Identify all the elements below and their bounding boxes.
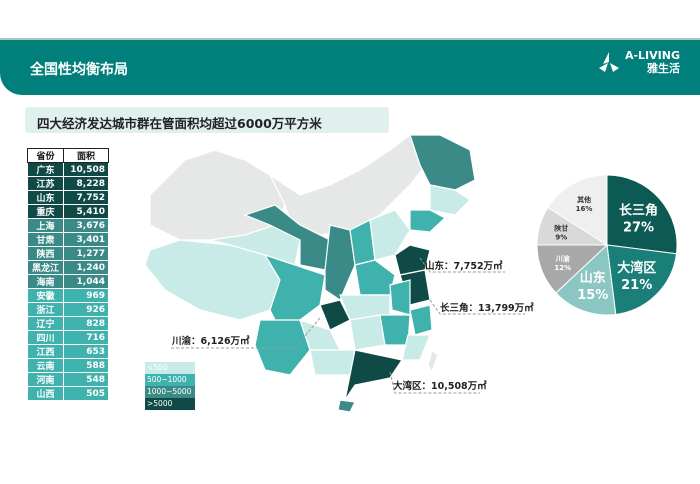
table-row: 河南 548 bbox=[27, 372, 109, 387]
map-region-jiangxi bbox=[379, 314, 411, 346]
pie-value-label: 9% bbox=[555, 233, 567, 241]
area-cell: 8,228 bbox=[63, 176, 109, 191]
pie-slice bbox=[606, 244, 678, 316]
map-region-jilin bbox=[429, 184, 471, 216]
map-region-zhejiang bbox=[409, 304, 433, 336]
section-subtitle: 四大经济发达城市群在管面积均超过6000万平方米 bbox=[25, 107, 389, 133]
label-yangtze-delta: 长三角：13,799万㎡ bbox=[440, 303, 534, 314]
legend-item: 1000~5000 bbox=[145, 386, 195, 398]
top-divider bbox=[0, 38, 700, 40]
pie-category-label: 长三角 bbox=[619, 203, 658, 219]
area-cell: 7,752 bbox=[63, 190, 109, 205]
province-cell: 甘肃 bbox=[27, 232, 64, 247]
label-greater-bay-area: 大湾区：10,508万㎡ bbox=[393, 381, 487, 392]
legend-item: <500 bbox=[145, 362, 195, 374]
map-region-fujian bbox=[401, 334, 431, 361]
area-cell: 505 bbox=[63, 386, 109, 401]
area-cell: 5,410 bbox=[63, 204, 109, 219]
province-cell: 辽宁 bbox=[27, 316, 64, 331]
table-row: 山东 7,752 bbox=[27, 190, 109, 205]
header-bar: 全国性均衡布局 A-LIVING 雅生活 bbox=[0, 40, 700, 95]
table-row: 上海 3,676 bbox=[27, 218, 109, 233]
pie-category-label: 山东 bbox=[580, 270, 606, 286]
map-region-henan bbox=[354, 259, 396, 296]
map-region-hainan bbox=[337, 399, 356, 413]
label-chuanyu: 川渝：6,126万㎡ bbox=[172, 336, 250, 347]
page-title: 全国性均衡布局 bbox=[30, 62, 128, 78]
leaf-logo-icon bbox=[598, 52, 619, 72]
map-region-anhui bbox=[389, 279, 411, 316]
province-area-table: 省份 面积 广东 10,508 江苏 8,228 山东 7,752 重庆 5,410 上海 3,67… bbox=[27, 148, 109, 401]
map-region-taiwan bbox=[427, 348, 439, 374]
legend-item: 500~1000 bbox=[145, 374, 195, 386]
table-row: 黑龙江 1,240 bbox=[27, 260, 109, 275]
pie-slice bbox=[547, 174, 608, 246]
map-region-guangdong bbox=[344, 349, 403, 401]
map-region-qinghai bbox=[209, 224, 301, 266]
logo-cn: 雅生活 bbox=[647, 62, 680, 75]
pie-value-label: 21% bbox=[621, 278, 652, 293]
pie-value-label: 12% bbox=[554, 264, 571, 272]
map-region-liaoning bbox=[409, 209, 447, 233]
logo: A-LIVING 雅生活 bbox=[597, 49, 680, 75]
table-row: 重庆 5,410 bbox=[27, 204, 109, 219]
area-cell: 3,676 bbox=[63, 218, 109, 233]
map-region-hebei bbox=[369, 209, 411, 261]
area-cell: 10,508 bbox=[63, 162, 109, 177]
legend-item: >5000 bbox=[145, 398, 195, 410]
province-cell: 山东 bbox=[27, 190, 64, 205]
pie-category-label: 大湾区 bbox=[617, 260, 656, 276]
area-cell: 548 bbox=[63, 372, 109, 387]
province-cell: 上海 bbox=[27, 218, 64, 233]
table-row: 云南 588 bbox=[27, 358, 109, 373]
table-row: 陕西 1,277 bbox=[27, 246, 109, 261]
table-row: 山西 505 bbox=[27, 386, 109, 401]
table-row: 海南 1,044 bbox=[27, 274, 109, 289]
area-cell: 588 bbox=[63, 358, 109, 373]
pie-value-label: 16% bbox=[576, 205, 593, 213]
province-cell: 安徽 bbox=[27, 288, 64, 303]
pie-slice bbox=[606, 174, 678, 255]
pie-value-label: 15% bbox=[577, 288, 608, 303]
pie-category-label: 川渝 bbox=[555, 254, 570, 263]
label-shandong: 山东：7,752万㎡ bbox=[425, 261, 503, 272]
table-row: 甘肃 3,401 bbox=[27, 232, 109, 247]
province-cell: 山西 bbox=[27, 386, 64, 401]
area-cell: 1,277 bbox=[63, 246, 109, 261]
map-region-northwest bbox=[149, 149, 286, 241]
table-row: 广东 10,508 bbox=[27, 162, 109, 177]
logo-en: A-LIVING bbox=[624, 49, 680, 62]
pie-category-label: 陕甘 bbox=[554, 223, 568, 232]
map-region-guangxi bbox=[309, 349, 356, 376]
province-cell: 四川 bbox=[27, 330, 64, 345]
map-region-heilongjiang bbox=[409, 134, 476, 191]
area-cell: 3,401 bbox=[63, 232, 109, 247]
province-cell: 黑龙江 bbox=[27, 260, 64, 275]
map-region-hunan bbox=[349, 314, 386, 351]
table-row: 四川 716 bbox=[27, 330, 109, 345]
area-cell: 828 bbox=[63, 316, 109, 331]
map-region-shandong bbox=[394, 244, 431, 276]
table-row: 辽宁 828 bbox=[27, 316, 109, 331]
province-cell: 云南 bbox=[27, 358, 64, 373]
pie-value-label: 27% bbox=[623, 221, 654, 236]
pie-slice bbox=[555, 243, 617, 316]
area-cell: 1,044 bbox=[63, 274, 109, 289]
province-cell: 重庆 bbox=[27, 204, 64, 219]
table-row: 江苏 8,228 bbox=[27, 176, 109, 191]
area-cell: 969 bbox=[63, 288, 109, 303]
map-legend: <500 500~1000 1000~5000 >5000 bbox=[145, 362, 195, 410]
table-row: 安徽 969 bbox=[27, 288, 109, 303]
pie-category-label: 其他 bbox=[577, 195, 591, 204]
area-cell: 1,240 bbox=[63, 260, 109, 275]
